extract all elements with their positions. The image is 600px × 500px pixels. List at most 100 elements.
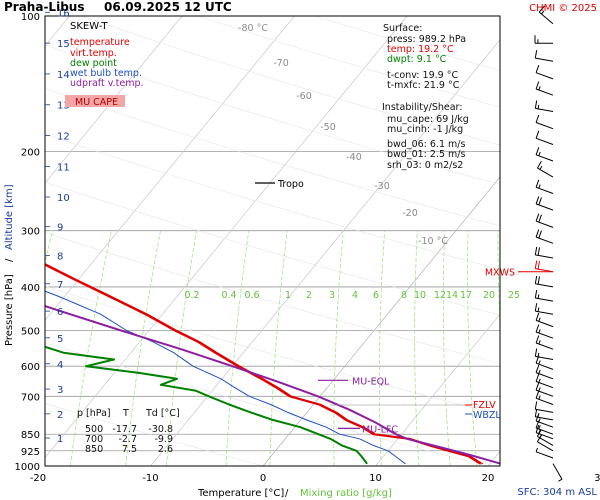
y-axis-label-altitude: Altitude [km] (4, 184, 15, 250)
mixing-ratio-label: 0.4 (221, 290, 236, 301)
legend-item-updraft-vtemp: udpraft v.temp. (70, 78, 144, 89)
table-cell: 7.5 (122, 444, 137, 455)
profile-series (45, 263, 500, 465)
wind-barb-flag (534, 408, 538, 417)
mixing-ratio-label: 2 (306, 290, 312, 301)
mixing-ratio-label: 3 (329, 290, 335, 301)
wind-barb-flag (534, 275, 538, 284)
bwd06-value: bwd_06: 6.1 m/s (387, 139, 465, 150)
table-cell: 850 (85, 444, 103, 455)
wind-barb-staff (537, 435, 554, 446)
dry-adiabat-line (45, 133, 500, 270)
mixing-ratio-label: 14 (446, 290, 458, 301)
virtual-temperature-line (45, 263, 484, 465)
wind-barb (534, 303, 554, 315)
wind-barb-flag (535, 324, 540, 333)
table-cell: -9.9 (154, 434, 173, 445)
wind-barb (535, 390, 554, 405)
dry-adiabat-line (45, 232, 500, 364)
surface-tmxfc: t-mxfc: 21.9 °C (387, 80, 460, 91)
mixing-ratio-labels: 0.2 0.4 0.6 1 2 3 4 6 8 10 12 14 17 20 25 (184, 290, 520, 301)
isotherm-line (45, 16, 183, 184)
wind-barb-flag (537, 247, 540, 256)
wind-barb-flag (538, 5, 545, 13)
wind-barb (534, 246, 554, 259)
mu-cinh-value: mu_cinh: -1 J/kg (387, 124, 463, 135)
dry-adiabat-line (45, 342, 489, 466)
isotherm-label: -70 (273, 58, 289, 69)
x-tick-label: 10 (369, 473, 382, 484)
wind-barb-flag (534, 100, 538, 109)
altitude-tick-label: 8 (57, 252, 63, 263)
wind-barb (535, 65, 554, 80)
wind-barb-flag (538, 230, 542, 239)
isotherm-line (150, 39, 500, 466)
mixing-ratio-label: 0.2 (184, 290, 199, 301)
table-cell: -2.7 (118, 434, 137, 445)
legend-item-temperature: temperature (70, 37, 130, 48)
table-header-p: p [hPa] (77, 408, 111, 419)
isotherm-label: -40 (346, 152, 362, 163)
wind-barb-flag (534, 290, 538, 299)
wind-barb-flag (537, 276, 540, 285)
altitude-tick-label: 4 (57, 360, 63, 371)
surface-tconv: t-conv: 19.9 °C (387, 70, 458, 81)
wind-barb-staff (535, 451, 554, 459)
altitude-tick-label: 7 (57, 280, 63, 291)
x-axis-label: Temperature [°C] (197, 488, 284, 499)
wind-barb (534, 50, 554, 62)
altitude-tick-label: 15 (57, 39, 70, 50)
wind-barb-flag (538, 340, 541, 345)
pressure-tick-label: 850 (21, 430, 40, 441)
wind-barb-flag (538, 317, 541, 322)
wind-barb (552, 463, 563, 482)
wbzl-label: WBZL (473, 410, 501, 421)
altitude-tick-label: 13 (57, 101, 70, 112)
wind-barb-flag (535, 229, 540, 238)
mixing-ratio-label: 0.6 (244, 290, 259, 301)
wind-barb (534, 401, 554, 413)
wind-barb-flag (538, 197, 542, 206)
wind-barb-flag (541, 10, 545, 15)
wind-barb (535, 382, 554, 397)
wind-barb (534, 408, 554, 421)
wind-barb (534, 348, 554, 360)
mu-cape-badge-bg (65, 95, 125, 107)
surface-temp: temp: 19.2 °C (387, 44, 454, 55)
wind-barb-flag (538, 369, 541, 374)
legend: SKEW-T temperature virt.temp. dew point … (65, 21, 144, 108)
wind-barb-flag (538, 214, 542, 223)
table-cell: -30.8 (148, 424, 173, 435)
mixing-ratio-line (443, 230, 451, 466)
x-tick-label: 20 (482, 473, 495, 484)
wind-barbs (534, 5, 563, 482)
temperature-line (45, 263, 482, 465)
instability-title: Instability/Shear: (382, 102, 462, 113)
wind-barb-flag (537, 261, 540, 270)
wind-barb-flag (539, 165, 543, 170)
wind-barb-flag (535, 390, 540, 399)
wind-barb-flag (535, 179, 540, 188)
dew-point-line (45, 345, 368, 465)
pressure-tick-label: 100 (21, 12, 40, 23)
mixing-ratio-label: 10 (414, 290, 426, 301)
wind-barb (535, 373, 554, 389)
altitude-tick-label: 16 (57, 8, 70, 19)
wind-barb-flag (535, 447, 538, 452)
wind-barb-flag (538, 425, 541, 430)
wind-barb-flag (538, 387, 541, 392)
altitude-tick-label: 3 (57, 385, 63, 396)
wind-barb (535, 114, 554, 130)
mixing-ratio-line (333, 230, 344, 466)
wind-barb-flag (535, 65, 540, 73)
mixing-ratio-line (379, 230, 385, 466)
isotherm-line (262, 176, 500, 466)
wind-barb-flag (537, 352, 540, 357)
isotherm-label: -50 (320, 122, 336, 133)
mixing-ratio-line (269, 230, 288, 466)
wind-barb (535, 81, 554, 96)
wind-barb-flag (534, 303, 538, 312)
wind-barb-flag (538, 329, 541, 334)
surface-title: Surface: (383, 23, 422, 34)
